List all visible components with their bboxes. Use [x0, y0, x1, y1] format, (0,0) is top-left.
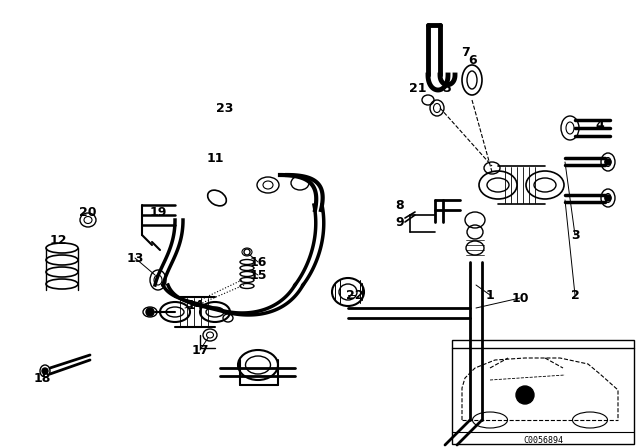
Text: 10: 10 — [511, 292, 529, 305]
Text: 22: 22 — [346, 289, 364, 302]
Text: 12: 12 — [49, 233, 67, 246]
Circle shape — [605, 159, 611, 165]
Text: 18: 18 — [33, 371, 51, 384]
Text: 7: 7 — [461, 46, 470, 59]
Text: 6: 6 — [468, 53, 477, 66]
Text: 23: 23 — [216, 102, 234, 115]
Text: 5: 5 — [443, 82, 451, 95]
Circle shape — [146, 308, 154, 316]
Text: 13: 13 — [126, 251, 144, 264]
Text: 4: 4 — [596, 119, 604, 132]
Text: 17: 17 — [191, 344, 209, 357]
Text: 15: 15 — [249, 268, 267, 281]
Text: 8: 8 — [396, 198, 404, 211]
Text: 20: 20 — [79, 206, 97, 219]
Text: 21: 21 — [409, 82, 427, 95]
Circle shape — [42, 368, 48, 374]
Text: C0056894: C0056894 — [523, 435, 563, 444]
Text: 14: 14 — [186, 298, 204, 311]
Bar — [452, 340, 634, 444]
Text: 3: 3 — [571, 228, 579, 241]
Text: 1: 1 — [486, 289, 494, 302]
Text: 11: 11 — [206, 151, 224, 164]
Text: 9: 9 — [396, 215, 404, 228]
Circle shape — [516, 386, 534, 404]
Text: 2: 2 — [571, 289, 579, 302]
Circle shape — [605, 195, 611, 201]
Text: 19: 19 — [149, 206, 166, 219]
Text: 16: 16 — [250, 255, 267, 268]
